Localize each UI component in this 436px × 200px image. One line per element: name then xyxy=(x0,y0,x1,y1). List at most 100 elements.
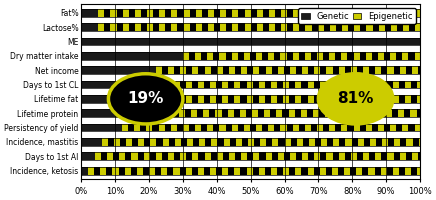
Bar xyxy=(102,23,109,31)
Bar xyxy=(156,81,163,88)
Bar xyxy=(167,109,173,117)
Bar xyxy=(203,109,210,117)
Bar xyxy=(378,9,385,17)
Bar xyxy=(156,124,163,131)
Bar xyxy=(387,95,393,103)
Bar xyxy=(112,167,119,175)
Bar xyxy=(204,152,211,160)
Bar xyxy=(406,138,412,146)
Ellipse shape xyxy=(318,74,393,124)
Bar xyxy=(318,9,325,17)
Bar xyxy=(82,52,420,60)
Bar xyxy=(149,23,156,31)
Bar xyxy=(274,52,280,60)
Bar xyxy=(393,152,400,160)
Bar xyxy=(95,23,102,31)
Bar xyxy=(230,38,237,45)
Bar xyxy=(345,152,351,160)
Bar xyxy=(416,109,420,117)
Bar xyxy=(95,152,101,160)
Bar xyxy=(293,9,300,17)
Bar xyxy=(142,52,149,60)
Bar xyxy=(354,9,361,17)
Bar xyxy=(385,9,391,17)
Bar xyxy=(197,152,203,160)
Bar xyxy=(122,9,129,17)
Bar xyxy=(285,124,291,131)
Bar xyxy=(305,152,312,160)
Bar xyxy=(259,167,265,175)
Bar xyxy=(136,95,142,103)
Bar xyxy=(180,66,186,74)
Bar xyxy=(82,52,183,60)
Bar xyxy=(271,167,277,175)
Bar xyxy=(251,152,257,160)
Bar xyxy=(295,81,301,88)
Bar xyxy=(183,95,190,103)
Bar xyxy=(235,152,241,160)
Bar xyxy=(237,167,244,175)
Bar xyxy=(237,81,244,88)
Bar xyxy=(251,109,257,117)
Bar xyxy=(122,81,129,88)
Bar xyxy=(88,9,95,17)
Bar xyxy=(181,138,187,146)
Bar xyxy=(379,38,386,45)
Bar xyxy=(235,95,241,103)
Bar xyxy=(225,124,232,131)
Bar xyxy=(417,167,420,175)
Bar xyxy=(163,9,169,17)
Bar xyxy=(393,81,400,88)
Bar xyxy=(400,109,406,117)
Bar xyxy=(366,66,372,74)
Text: 19%: 19% xyxy=(127,91,164,106)
Bar xyxy=(259,95,265,103)
Bar xyxy=(88,66,95,74)
Bar xyxy=(352,152,359,160)
Bar xyxy=(259,66,266,74)
Bar xyxy=(317,124,323,131)
Bar xyxy=(210,109,217,117)
Bar xyxy=(192,95,198,103)
Bar xyxy=(82,109,420,117)
Bar xyxy=(374,109,380,117)
Bar xyxy=(169,138,176,146)
Bar xyxy=(352,95,359,103)
Bar xyxy=(301,167,307,175)
Bar xyxy=(202,23,208,31)
Bar xyxy=(319,109,325,117)
Bar xyxy=(302,66,308,74)
Bar xyxy=(318,152,325,160)
Bar xyxy=(390,124,396,131)
Bar xyxy=(108,138,114,146)
Bar xyxy=(150,138,157,146)
Bar xyxy=(285,66,291,74)
Bar xyxy=(167,95,174,103)
Bar xyxy=(400,52,406,60)
Bar xyxy=(98,9,104,17)
Bar xyxy=(312,138,318,146)
Bar xyxy=(330,9,336,17)
Bar xyxy=(122,95,129,103)
Bar xyxy=(82,95,149,103)
Bar xyxy=(198,167,204,175)
Bar xyxy=(386,52,393,60)
Bar xyxy=(345,138,351,146)
Bar xyxy=(301,81,307,88)
Bar xyxy=(295,95,301,103)
Bar xyxy=(318,109,325,117)
Bar xyxy=(204,66,211,74)
Bar xyxy=(278,9,285,17)
Bar xyxy=(318,23,324,31)
Bar xyxy=(339,23,345,31)
Bar xyxy=(278,52,285,60)
Bar xyxy=(123,23,129,31)
Bar xyxy=(169,167,176,175)
Bar xyxy=(136,9,142,17)
Bar xyxy=(281,9,287,17)
Bar xyxy=(163,138,169,146)
Bar xyxy=(82,109,88,117)
Bar xyxy=(406,38,413,45)
Bar xyxy=(122,23,129,31)
Bar xyxy=(339,109,345,117)
